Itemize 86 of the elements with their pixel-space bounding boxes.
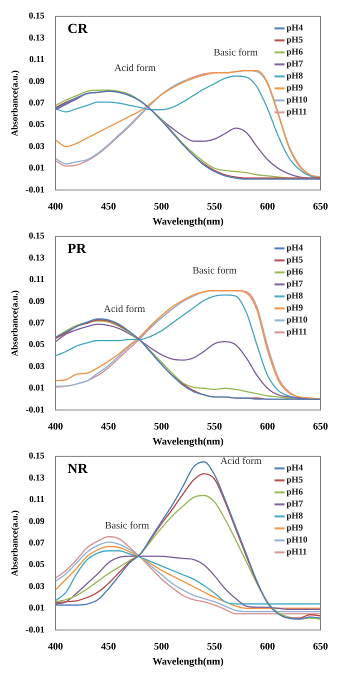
legend-label: pH8 <box>286 510 304 521</box>
chart-title: CR <box>68 22 89 38</box>
legend-label: pH9 <box>286 302 304 313</box>
y-tick-label: 0.15 <box>28 450 46 461</box>
x-tick-label: 400 <box>48 202 64 213</box>
y-tick-label: -0.01 <box>26 404 46 414</box>
x-axis-title: Wavelength(nm) <box>152 216 224 228</box>
chart-title: PR <box>68 242 88 258</box>
legend-label: pH7 <box>286 58 304 69</box>
y-tick-label: 0.07 <box>28 318 46 328</box>
legend-label: pH5 <box>286 254 304 265</box>
x-axis-title: Wavelength(nm) <box>152 656 224 668</box>
x-tick-label: 400 <box>48 642 64 653</box>
legend-label: pH4 <box>286 462 304 473</box>
x-axis-title: Wavelength(nm) <box>152 436 224 448</box>
chart-title: NR <box>68 462 89 478</box>
y-axis-title: Absorbance(a.u.) <box>10 70 20 136</box>
legend-label: pH10 <box>286 94 308 105</box>
y-tick-label: 0.09 <box>28 516 46 526</box>
y-axis-title: Absorbance(a.u.) <box>10 510 20 576</box>
y-tick-label: 0.13 <box>28 472 46 482</box>
x-tick-label: 500 <box>154 202 170 213</box>
x-tick-label: 650 <box>313 422 328 433</box>
y-tick-label: 0.11 <box>29 274 46 284</box>
y-tick-label: -0.01 <box>26 184 46 194</box>
y-tick-label: 0.15 <box>28 10 46 21</box>
y-tick-label: 0.01 <box>28 602 46 613</box>
legend-label: pH10 <box>286 314 308 325</box>
legend-label: pH4 <box>286 242 304 253</box>
y-tick-label: 0.07 <box>28 538 46 548</box>
annotation: Basic form <box>192 266 237 277</box>
annotation: Acid form <box>220 456 262 468</box>
x-tick-label: 450 <box>101 642 116 653</box>
x-tick-label: 600 <box>260 642 276 653</box>
annotation: Basic form <box>105 520 150 532</box>
y-tick-label: 0.09 <box>28 296 46 306</box>
x-tick-label: 600 <box>260 422 276 433</box>
y-axis-title: Absorbance(a.u.) <box>10 290 20 356</box>
y-tick-label: 0.15 <box>28 230 46 241</box>
y-tick-label: 0.03 <box>28 360 46 371</box>
y-tick-label: 0.07 <box>28 98 46 108</box>
x-tick-label: 550 <box>207 642 222 653</box>
legend-label: pH11 <box>286 106 308 117</box>
line-series <box>56 494 320 620</box>
y-tick-label: 0.05 <box>28 119 46 130</box>
legend-label: pH6 <box>286 486 304 497</box>
legend-label: pH7 <box>286 498 304 509</box>
y-tick-label: 0.03 <box>28 580 46 591</box>
x-tick-label: 550 <box>207 202 222 213</box>
annotation: Basic form <box>214 47 258 58</box>
legend-label: pH11 <box>286 546 308 557</box>
x-tick-label: 650 <box>313 642 328 653</box>
y-tick-label: 0.11 <box>29 494 46 504</box>
y-tick-label: 0.13 <box>28 252 46 262</box>
annotation: Acid form <box>104 304 146 315</box>
x-tick-label: 450 <box>101 422 116 433</box>
legend-label: pH5 <box>286 474 304 485</box>
y-tick-label: 0.01 <box>28 382 46 393</box>
x-tick-label: 450 <box>101 202 116 213</box>
legend-label: pH9 <box>286 522 304 533</box>
y-tick-label: 0.09 <box>28 76 46 86</box>
y-tick-label: 0.03 <box>28 140 46 151</box>
legend-label: pH8 <box>286 290 304 301</box>
y-tick-label: 0.11 <box>29 54 46 64</box>
x-tick-label: 500 <box>154 642 170 653</box>
line-series <box>56 556 320 610</box>
legend-label: pH6 <box>286 46 304 57</box>
x-tick-label: 600 <box>260 202 276 213</box>
legend-label: pH5 <box>286 34 304 45</box>
legend-label: pH6 <box>286 266 304 277</box>
legend-label: pH7 <box>286 278 304 289</box>
legend-label: pH4 <box>286 22 304 33</box>
y-tick-label: -0.01 <box>26 624 46 634</box>
y-tick-label: 0.13 <box>28 32 46 42</box>
legend-label: pH10 <box>286 534 308 545</box>
x-tick-label: 400 <box>48 422 64 433</box>
x-tick-label: 650 <box>313 202 328 213</box>
legend-label: pH8 <box>286 70 304 81</box>
y-tick-label: 0.05 <box>28 339 46 350</box>
y-tick-label: 0.01 <box>28 162 46 173</box>
legend-label: pH9 <box>286 82 304 93</box>
y-tick-label: 0.05 <box>28 559 46 570</box>
legend-label: pH11 <box>286 326 308 337</box>
x-tick-label: 500 <box>154 422 170 433</box>
annotation: Acid form <box>114 63 156 74</box>
x-tick-label: 550 <box>207 422 222 433</box>
